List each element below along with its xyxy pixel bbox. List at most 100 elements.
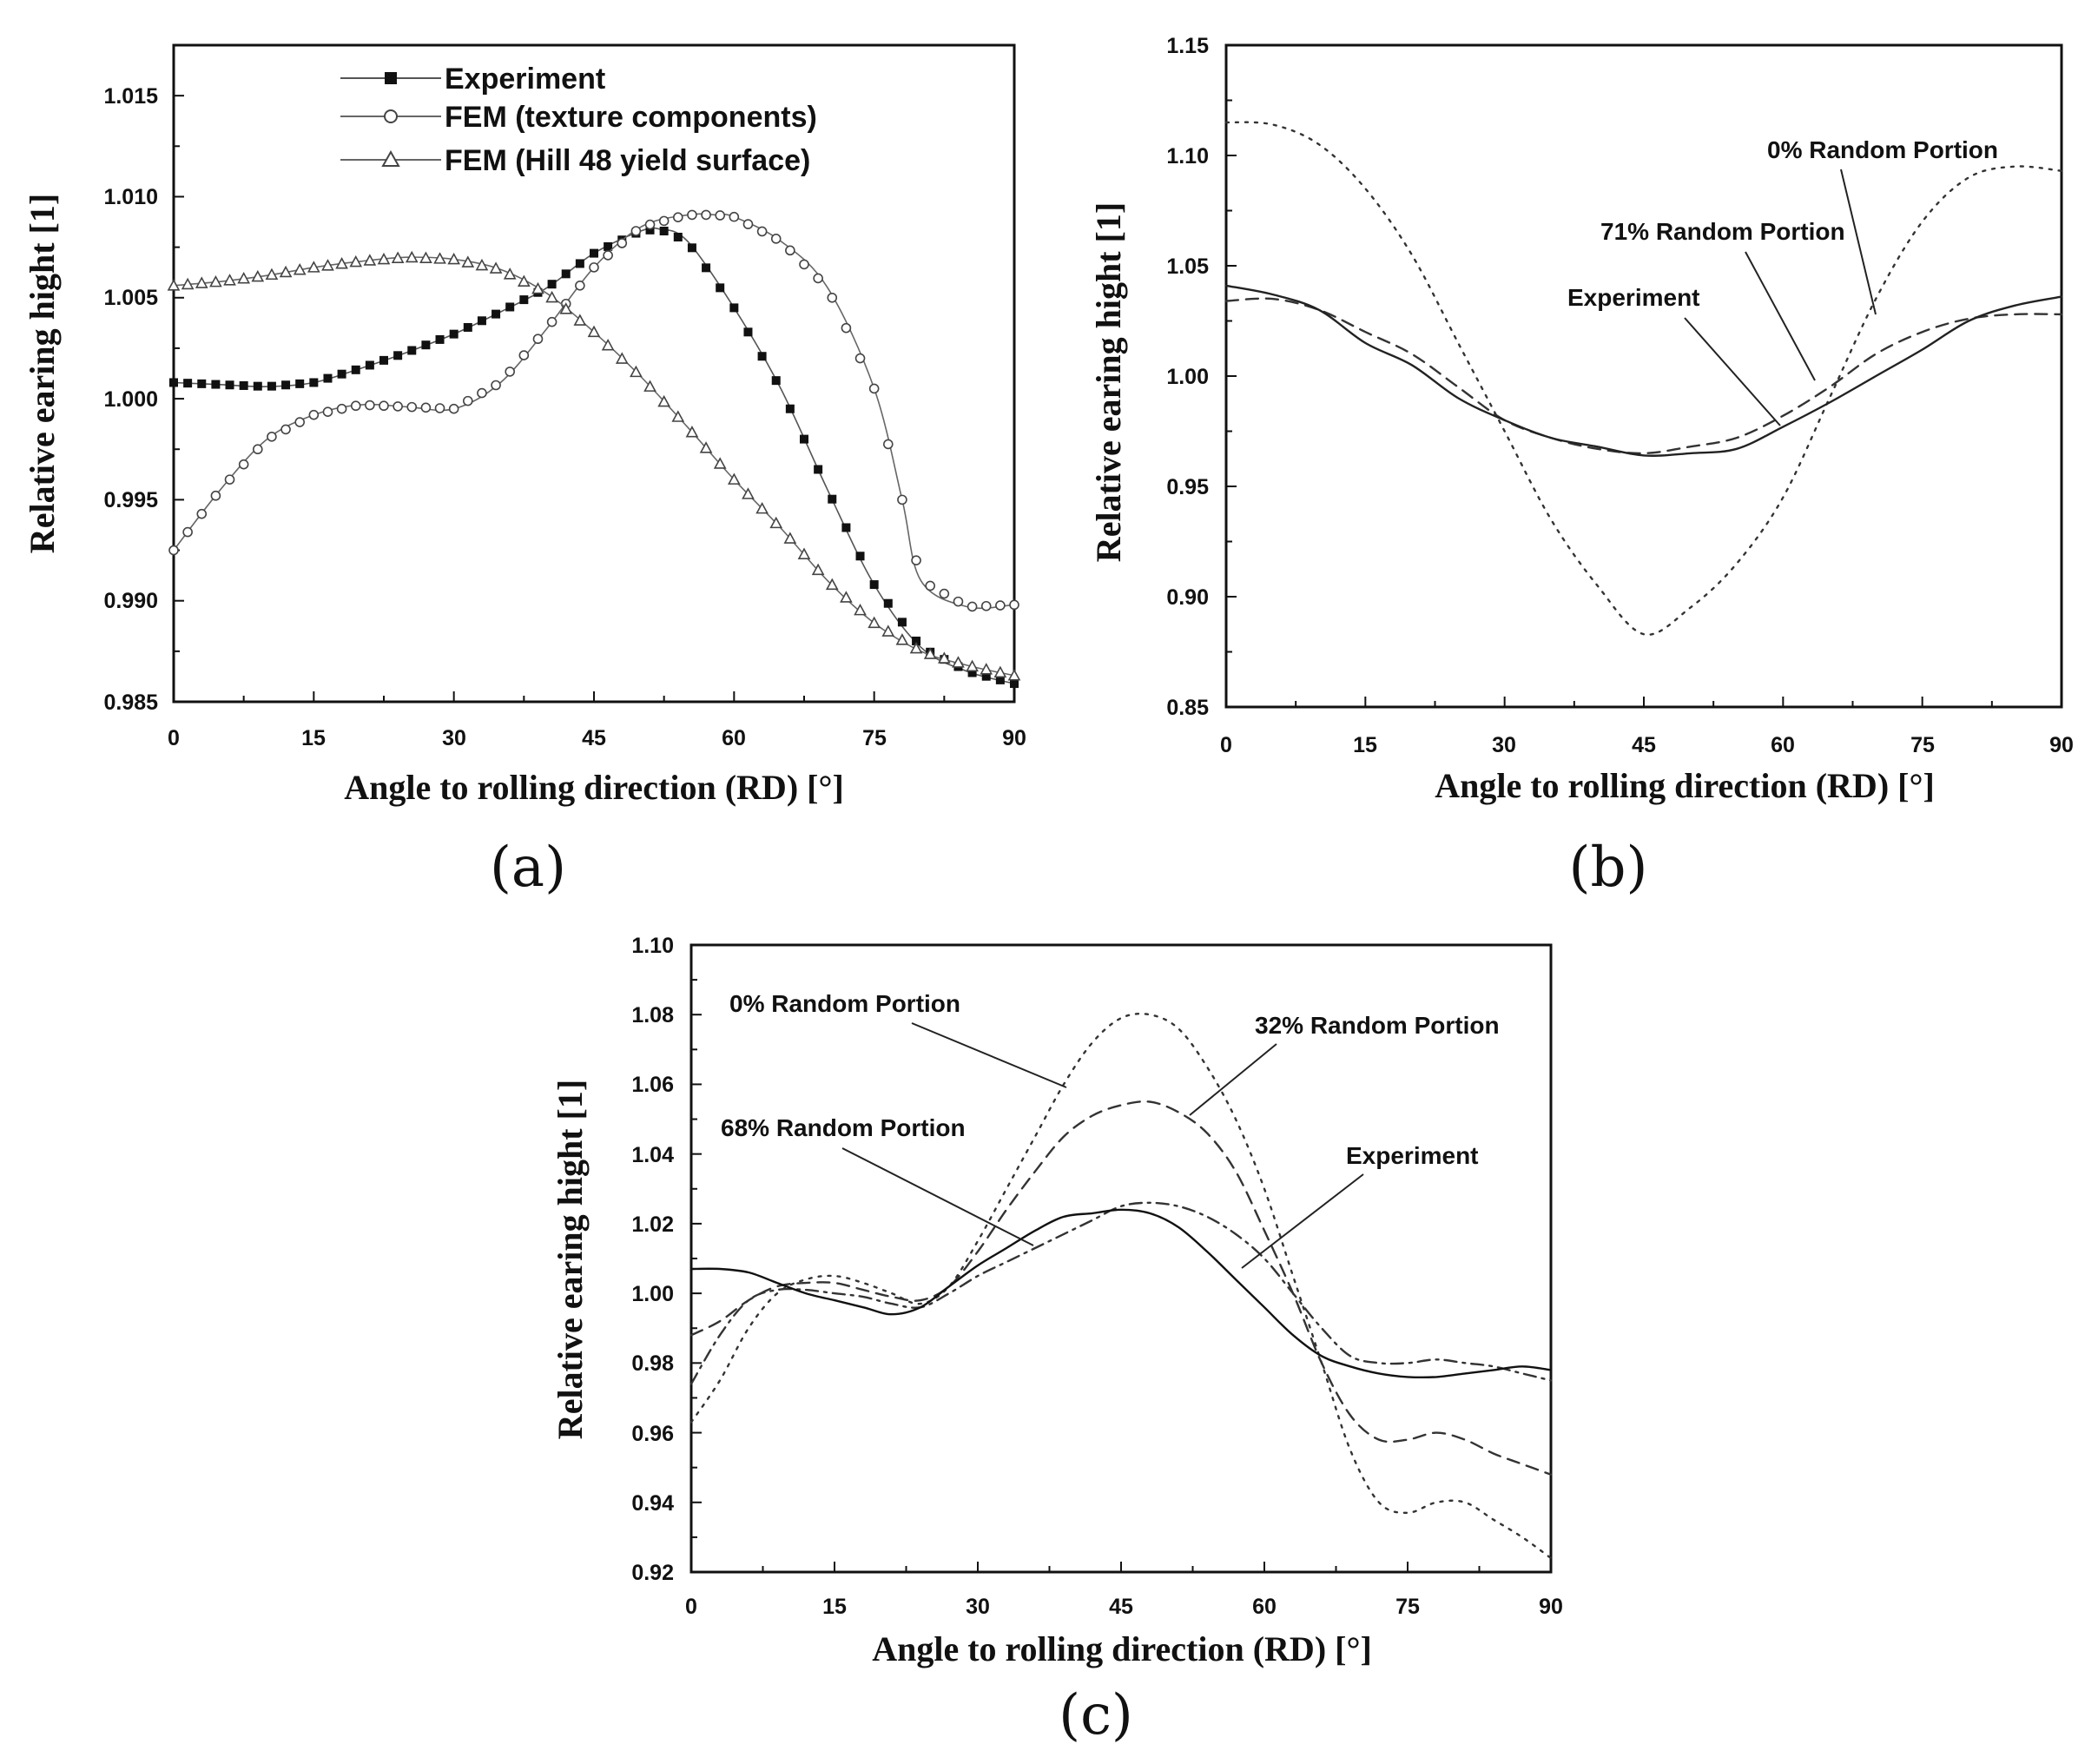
panel-b-xtick-labels: 0 15 30 45 60 75 90	[1220, 733, 2074, 757]
data-point-circle	[742, 219, 754, 229]
legend-marker-triangle	[381, 149, 400, 167]
panel-a-xtick-label: 75	[862, 726, 887, 750]
data-point-circle	[267, 432, 277, 442]
data-point-square	[379, 355, 388, 365]
annotation-arrow	[911, 1022, 1067, 1088]
data-point-circle	[939, 588, 950, 599]
panel-a-ytick-label: 0.990	[103, 589, 158, 613]
panel-b-ytick-labels: 0.85 0.90 0.95 1.00 1.05 1.10 1.15	[1166, 34, 1209, 720]
data-point-circle	[350, 400, 361, 412]
data-point-triangle	[966, 659, 979, 672]
data-point-square	[785, 404, 795, 413]
annotation-arrow	[841, 1147, 1034, 1246]
panel-c-ytick-label: 0.98	[631, 1351, 674, 1376]
data-point-circle	[308, 409, 320, 420]
series-line-0-random-portion	[1224, 121, 2063, 636]
data-point-circle	[868, 383, 880, 394]
data-point-square	[225, 380, 234, 390]
data-point-square	[659, 227, 669, 236]
data-point-circle	[770, 234, 782, 244]
data-point-square	[407, 346, 417, 355]
series-line-71-random-portion	[1224, 297, 2063, 455]
panel-a-xtick-label: 0	[168, 726, 180, 750]
series-line-experiment	[173, 227, 1015, 684]
data-point-square	[757, 352, 767, 361]
series-line-experiment	[1224, 284, 2063, 457]
data-point-circle	[980, 600, 992, 611]
panel-b-ytick-label: 1.05	[1166, 254, 1209, 279]
panel-b-xtick-label: 90	[2049, 733, 2074, 757]
data-point-square	[995, 675, 1005, 684]
data-point-triangle	[587, 325, 601, 338]
data-point-square	[814, 465, 823, 474]
legend-marker-square	[385, 72, 397, 84]
data-point-circle	[658, 215, 670, 227]
data-point-triangle	[251, 269, 265, 282]
panel-b-ticks	[1225, 44, 2062, 708]
data-point-circle	[168, 545, 179, 556]
panel-b-xtick-label: 30	[1492, 733, 1516, 757]
data-point-triangle	[713, 457, 727, 469]
panel-c-ytick-label: 1.08	[631, 1003, 674, 1027]
data-point-circle	[756, 226, 768, 237]
series-line-fem-hill-48-yield-surface	[173, 256, 1015, 677]
panel-c-ytick-label: 1.02	[631, 1212, 674, 1237]
data-point-square	[519, 295, 529, 305]
annotation-arrow	[1241, 1173, 1364, 1269]
data-point-circle	[897, 494, 907, 505]
data-point-triangle	[209, 274, 222, 287]
data-point-square	[477, 316, 486, 326]
data-point-circle	[644, 219, 656, 230]
data-point-circle	[1009, 599, 1019, 611]
panel-b-ytick-label: 0.90	[1166, 585, 1209, 610]
legend-item-experiment: Experiment	[340, 63, 605, 96]
panel-a-ticks	[173, 95, 1015, 703]
data-point-circle	[518, 350, 530, 360]
panel-a-ytick-label: 1.000	[103, 387, 158, 412]
panel-a-ytick-label: 0.995	[103, 488, 158, 512]
data-point-triangle	[769, 516, 783, 529]
legend-label: FEM (Hill 48 yield surface)	[445, 144, 810, 177]
data-point-square	[239, 380, 248, 390]
data-point-circle	[336, 403, 347, 414]
panel-a-xtick-label: 15	[301, 726, 326, 750]
data-point-triangle	[363, 254, 377, 266]
data-point-triangle	[265, 268, 279, 281]
panel-a-series-layer	[167, 209, 1021, 689]
panel-c-xtick-label: 30	[966, 1595, 990, 1619]
data-point-square	[323, 373, 333, 383]
panel-a-ytick-label: 1.010	[103, 185, 158, 209]
panel-a-xtick-label: 60	[722, 726, 746, 750]
data-point-triangle	[391, 251, 405, 263]
data-point-circle	[196, 508, 208, 519]
panel-c-series-layer	[689, 1012, 1553, 1560]
data-point-circle	[365, 400, 375, 411]
data-point-square	[211, 380, 221, 389]
panel-c-xtick-label: 60	[1252, 1595, 1277, 1619]
data-point-triangle	[727, 472, 741, 485]
panel-c-ytick-label: 0.96	[631, 1422, 674, 1446]
annotation-32pct-random: 32% Random Portion	[1255, 1012, 1500, 1039]
panel-a-x-axis-label: Angle to rolling direction (RD) [°]	[344, 768, 844, 807]
data-point-triangle	[223, 274, 236, 286]
data-point-triangle	[685, 426, 699, 438]
panel-c-xtick-label: 90	[1539, 1595, 1563, 1619]
panel-c-plot-frame	[689, 943, 1553, 1574]
data-point-circle	[505, 367, 516, 377]
data-point-circle	[280, 424, 291, 435]
annotation-71pct-random: 71% Random Portion	[1600, 218, 1845, 245]
data-point-triangle	[630, 365, 643, 378]
annotation-arrow	[1684, 317, 1781, 426]
data-point-triangle	[657, 394, 671, 407]
data-point-triangle	[840, 591, 853, 603]
panel-b-series-layer	[1224, 121, 2063, 636]
panel-c-ytick-label: 1.00	[631, 1282, 674, 1306]
data-point-triangle	[923, 647, 937, 659]
data-point-triangle	[433, 252, 446, 264]
data-point-circle	[448, 403, 459, 414]
data-point-triangle	[909, 641, 923, 654]
data-point-square	[309, 378, 319, 387]
panel-c-xtick-label: 15	[822, 1595, 847, 1619]
panel-c-xtick-labels: 0 15 30 45 60 75 90	[685, 1595, 1563, 1619]
panel-b-caption: (b)	[1569, 836, 1648, 900]
